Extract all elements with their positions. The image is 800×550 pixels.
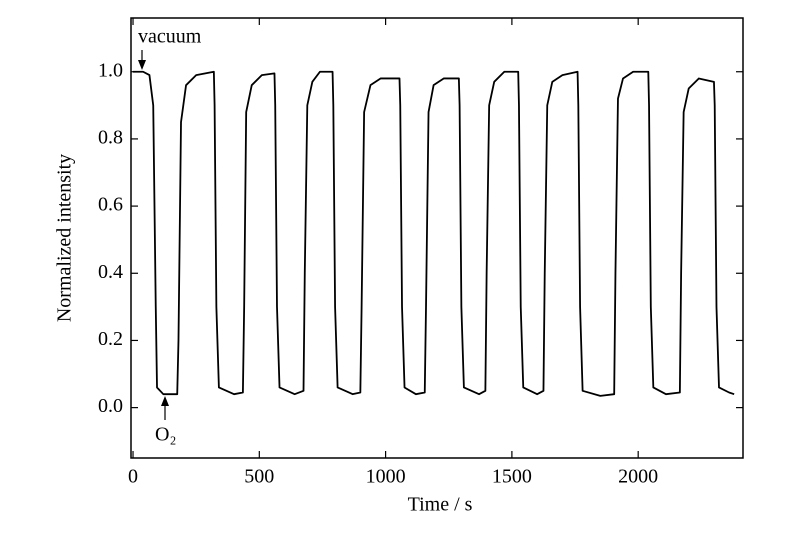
x-axis-label: Time / s <box>408 494 473 516</box>
y-tick-label: 0.4 <box>98 261 123 283</box>
plot-frame <box>130 17 744 459</box>
x-tick-label: 500 <box>244 466 274 488</box>
y-axis-label: Normalized intensity <box>54 154 76 322</box>
x-tick-label: 0 <box>128 466 138 488</box>
y-tick-label: 0.0 <box>98 395 123 417</box>
y-tick-label: 0.8 <box>98 127 123 149</box>
annotation: vacuum <box>138 26 202 48</box>
x-tick-label: 1000 <box>366 466 406 488</box>
y-tick-label: 0.2 <box>98 328 123 350</box>
annotation-arrowhead <box>138 60 146 70</box>
annotation-arrowhead <box>161 396 169 406</box>
x-tick-label: 2000 <box>618 466 658 488</box>
x-tick-label: 1500 <box>492 466 532 488</box>
annotation: O₂ <box>155 424 176 446</box>
y-tick-label: 0.6 <box>98 194 123 216</box>
y-tick-label: 1.0 <box>98 59 123 81</box>
data-line <box>133 70 735 397</box>
